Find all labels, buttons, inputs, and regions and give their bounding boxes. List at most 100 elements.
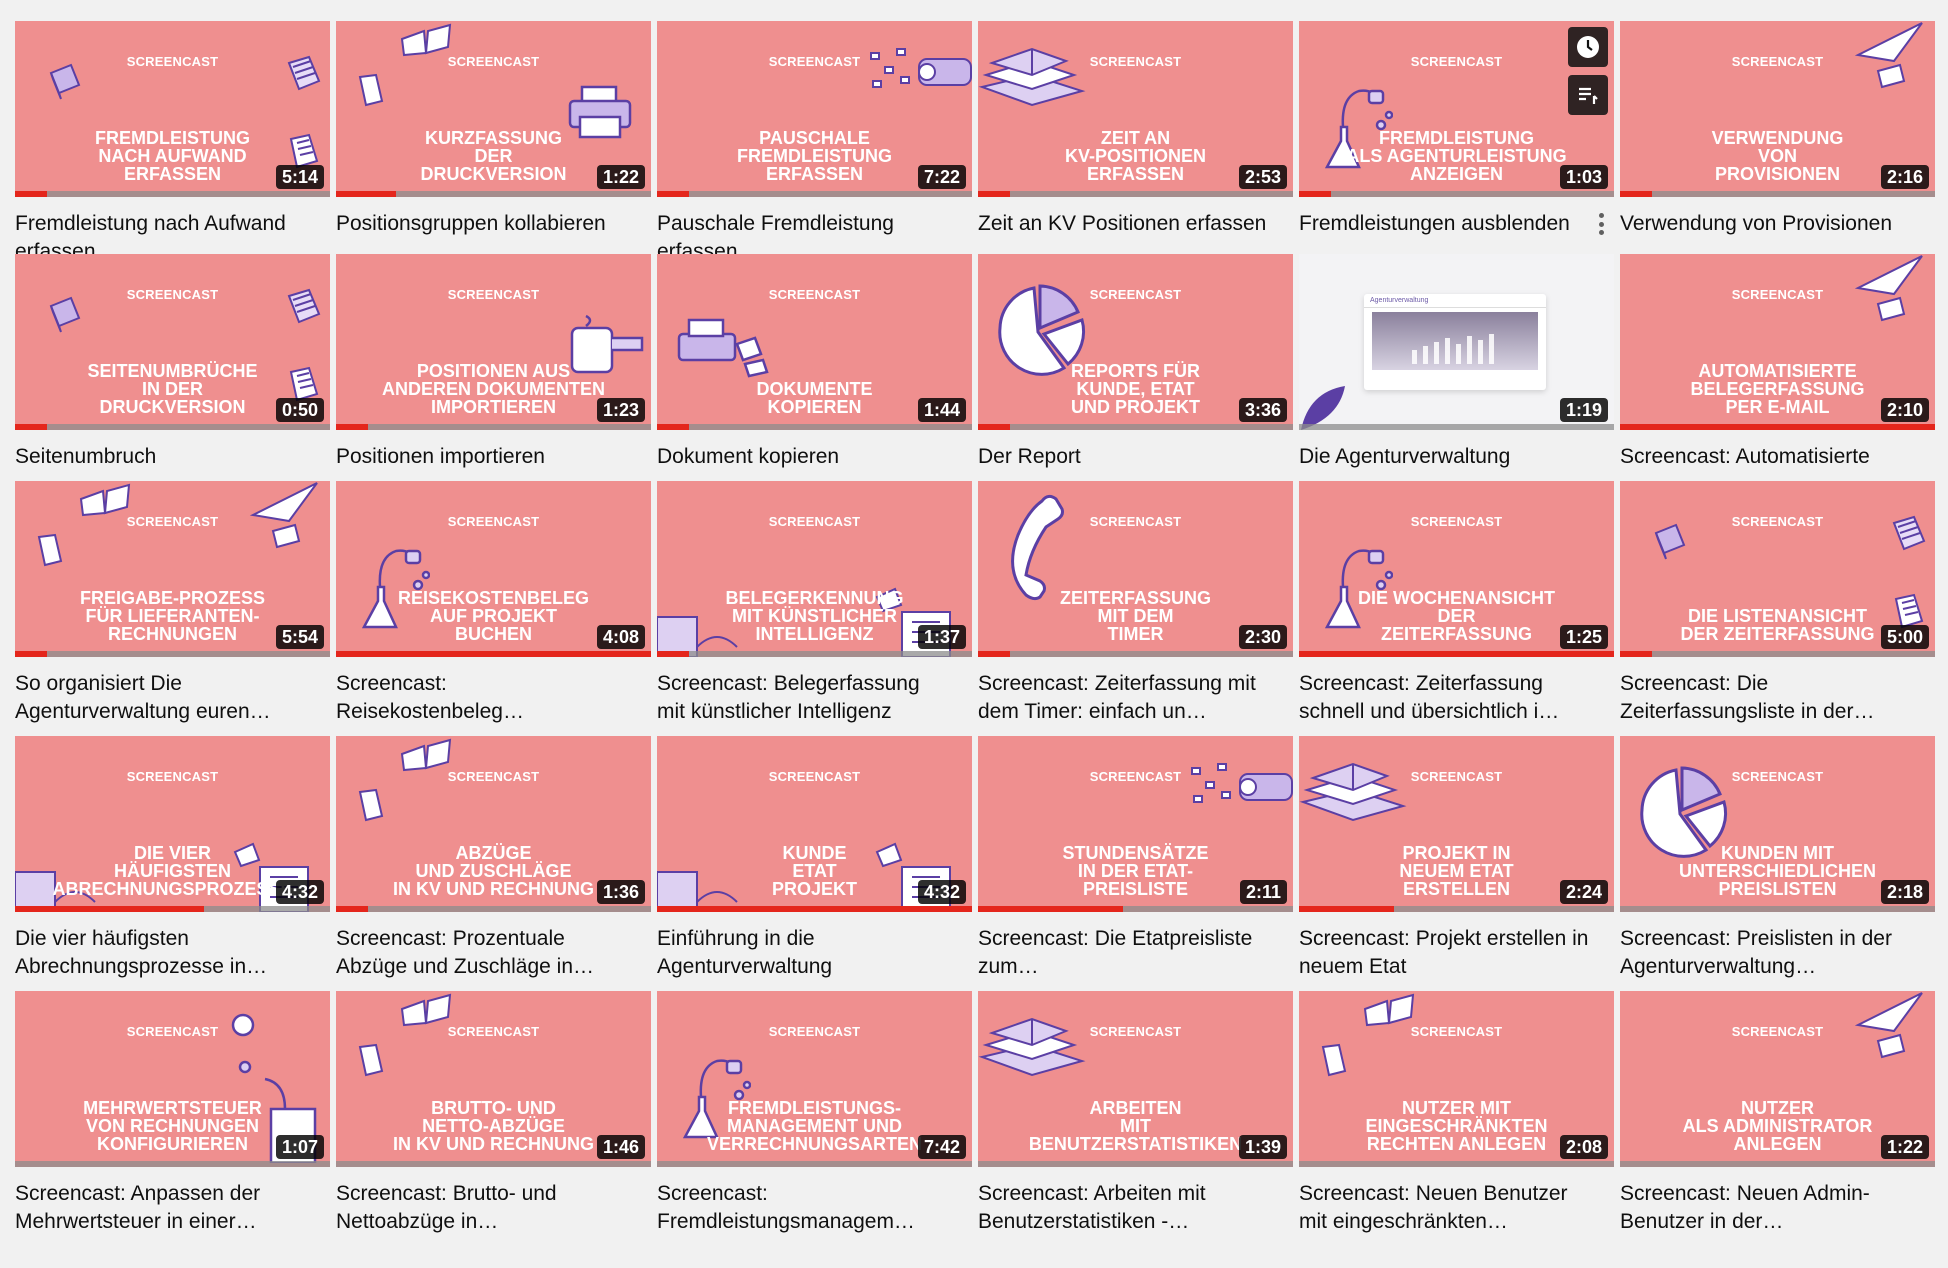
video-title[interactable]: Screencast: Die Zeiterfassungsliste in d…	[1620, 672, 1875, 723]
video-title[interactable]: Screencast: Automatisierte	[1620, 445, 1870, 468]
video-title[interactable]: Screencast: Zeiterfassung mit dem Timer:…	[978, 672, 1256, 723]
video-title[interactable]: Screencast: Neuen Benutzer mit eingeschr…	[1299, 1182, 1568, 1233]
screencast-label: SCREENCAST	[126, 514, 219, 529]
video-thumbnail[interactable]: SCREENCAST ABZÜGE UND ZUSCHLÄGE IN KV UND…	[336, 736, 651, 912]
video-card[interactable]: SCREENCAST ARBEITEN MIT BENUTZERSTATISTIK…	[978, 991, 1293, 1246]
video-title[interactable]: Die Agenturverwaltung	[1299, 445, 1511, 468]
video-card[interactable]: SCREENCAST POSITIONEN AUS ANDEREN DOKUMEN…	[336, 254, 651, 481]
watch-later-button[interactable]	[1568, 27, 1608, 67]
video-thumbnail[interactable]: SCREENCAST BELEGERKENNUNG MIT KÜNSTLICHER…	[657, 481, 972, 657]
add-to-queue-button[interactable]	[1568, 75, 1608, 115]
video-card[interactable]: SCREENCAST REISEKOSTENBELEG AUF PROJEKT B…	[336, 481, 651, 736]
video-thumbnail[interactable]: SCREENCAST NUTZER MIT EINGESCHRÄNKTEN REC…	[1299, 991, 1614, 1167]
video-title[interactable]: Screencast: Reisekostenbeleg…	[336, 672, 524, 723]
video-title[interactable]: Screencast: Brutto- und Nettoabzüge in…	[336, 1182, 557, 1233]
video-card[interactable]: SCREENCAST FREMDLEISTUNGS- MANAGEMENT UND…	[657, 991, 972, 1246]
video-title[interactable]: Einführung in die Agenturverwaltung	[657, 927, 833, 978]
video-thumbnail[interactable]: SCREENCAST FREMDLEISTUNG NACH AUFWAND ERF…	[15, 21, 330, 197]
illustration-icon	[400, 993, 452, 1027]
video-card[interactable]: SCREENCAST NUTZER MIT EINGESCHRÄNKTEN REC…	[1299, 991, 1614, 1246]
video-thumbnail[interactable]: Agenturverwaltung 1:19	[1299, 254, 1614, 430]
video-title[interactable]: Zeit an KV Positionen erfassen	[978, 212, 1267, 235]
video-thumbnail[interactable]: SCREENCAST PROJEKT IN NEUEM ETAT ERSTELLE…	[1299, 736, 1614, 912]
video-thumbnail[interactable]: SCREENCAST NUTZER ALS ADMINISTRATOR ANLEG…	[1620, 991, 1935, 1167]
video-thumbnail[interactable]: SCREENCAST KUNDEN MIT UNTERSCHIEDLICHEN P…	[1620, 736, 1935, 912]
video-title[interactable]: Screencast: Prozentuale Abzüge und Zusch…	[336, 927, 594, 978]
video-card[interactable]: SCREENCAST MEHRWERTSTEUER VON RECHNUNGEN …	[15, 991, 330, 1246]
video-title[interactable]: Screencast: Anpassen der Mehrwertsteuer …	[15, 1182, 261, 1233]
video-thumbnail[interactable]: SCREENCAST DIE WOCHENANSICHT DER ZEITERFA…	[1299, 481, 1614, 657]
screencast-label: SCREENCAST	[1410, 769, 1503, 784]
video-card[interactable]: SCREENCAST PROJEKT IN NEUEM ETAT ERSTELLE…	[1299, 736, 1614, 991]
video-thumbnail[interactable]: SCREENCAST ZEITERFASSUNG MIT DEM TIMER 2:3…	[978, 481, 1293, 657]
video-title[interactable]: Verwendung von Provisionen	[1620, 212, 1893, 235]
video-thumbnail[interactable]: SCREENCAST FREIGABE-PROZESS FÜR LIEFERANT…	[15, 481, 330, 657]
video-title[interactable]: Screencast: Belegerfassung mit künstlich…	[657, 672, 920, 723]
video-card[interactable]: Agenturverwaltung 1:19 Die Agenturverwalt…	[1299, 254, 1614, 481]
video-title[interactable]: Screencast: Fremdleistungsmanagem…	[657, 1182, 915, 1233]
video-title[interactable]: So organisiert Die Agenturverwaltung eur…	[15, 672, 271, 723]
video-thumbnail[interactable]: SCREENCAST AUTOMATISIERTE BELEGERFASSUNG …	[1620, 254, 1935, 430]
video-thumbnail[interactable]: SCREENCAST POSITIONEN AUS ANDEREN DOKUMEN…	[336, 254, 651, 430]
video-card[interactable]: SCREENCAST DIE WOCHENANSICHT DER ZEITERFA…	[1299, 481, 1614, 736]
video-thumbnail[interactable]: SCREENCAST REPORTS FÜR KUNDE, ETAT UND PR…	[978, 254, 1293, 430]
watch-progress-bar	[657, 906, 972, 912]
video-card[interactable]: SCREENCAST FREMDLEISTUNG ALS AGENTURLEIST…	[1299, 21, 1614, 254]
video-title[interactable]: Screencast: Die Etatpreisliste zum…	[978, 927, 1253, 978]
video-card[interactable]: SCREENCAST BELEGERKENNUNG MIT KÜNSTLICHER…	[657, 481, 972, 736]
video-thumbnail[interactable]: SCREENCAST SEITENUMBRÜCHE IN DER DRUCKVER…	[15, 254, 330, 430]
video-thumbnail[interactable]: SCREENCAST KUNDE ETAT PROJEKT 4:32	[657, 736, 972, 912]
video-card[interactable]: SCREENCAST DIE LISTENANSICHT DER ZEITERFA…	[1620, 481, 1935, 736]
video-title[interactable]: Screencast: Arbeiten mit Benutzerstatist…	[978, 1182, 1206, 1233]
video-title[interactable]: Die vier häufigsten Abrechnungsprozesse …	[15, 927, 268, 978]
video-title[interactable]: Der Report	[978, 445, 1081, 468]
video-title[interactable]: Positionen importieren	[336, 445, 545, 468]
video-thumbnail[interactable]: SCREENCAST PAUSCHALE FREMDLEISTUNG ERFASS…	[657, 21, 972, 197]
video-card[interactable]: SCREENCAST VERWENDUNG VON PROVISIONEN 2:16…	[1620, 21, 1935, 254]
video-title[interactable]: Positionsgruppen kollabieren	[336, 212, 606, 235]
video-thumbnail[interactable]: SCREENCAST ZEIT AN KV-POSITIONEN ERFASSEN…	[978, 21, 1293, 197]
video-thumbnail[interactable]: SCREENCAST REISEKOSTENBELEG AUF PROJEKT B…	[336, 481, 651, 657]
video-title[interactable]: Dokument kopieren	[657, 445, 840, 468]
illustration-icon	[400, 738, 452, 772]
video-card[interactable]: SCREENCAST KURZFASSUNG DER DRUCKVERSION 1:…	[336, 21, 651, 254]
video-card[interactable]: SCREENCAST DIE VIER HÄUFIGSTEN ABRECHNUNG…	[15, 736, 330, 991]
video-title[interactable]: Fremdleistungen ausblenden	[1299, 212, 1570, 235]
video-card[interactable]: SCREENCAST FREIGABE-PROZESS FÜR LIEFERANT…	[15, 481, 330, 736]
video-thumbnail[interactable]: SCREENCAST DIE LISTENANSICHT DER ZEITERFA…	[1620, 481, 1935, 657]
thumbnail-heading: FREIGABE-PROZESS FÜR LIEFERANTEN- RECHNU…	[79, 588, 266, 644]
video-thumbnail[interactable]: SCREENCAST ARBEITEN MIT BENUTZERSTATISTIK…	[978, 991, 1293, 1167]
video-card[interactable]: SCREENCAST FREMDLEISTUNG NACH AUFWAND ERF…	[15, 21, 330, 263]
video-thumbnail[interactable]: SCREENCAST DOKUMENTE KOPIEREN 1:44	[657, 254, 972, 430]
video-thumbnail[interactable]: SCREENCAST KURZFASSUNG DER DRUCKVERSION 1:…	[336, 21, 651, 197]
video-card[interactable]: SCREENCAST BRUTTO- UND NETTO-ABZÜGE IN KV…	[336, 991, 651, 1246]
video-card[interactable]: SCREENCAST STUNDENSÄTZE IN DER ETAT- PREI…	[978, 736, 1293, 991]
video-thumbnail[interactable]: SCREENCAST DIE VIER HÄUFIGSTEN ABRECHNUNG…	[15, 736, 330, 912]
video-thumbnail[interactable]: SCREENCAST STUNDENSÄTZE IN DER ETAT- PREI…	[978, 736, 1293, 912]
video-title[interactable]: Seitenumbruch	[15, 445, 157, 468]
video-card[interactable]: SCREENCAST KUNDEN MIT UNTERSCHIEDLICHEN P…	[1620, 736, 1935, 991]
video-title[interactable]: Screencast: Projekt erstellen in neuem E…	[1299, 927, 1589, 978]
video-card[interactable]: SCREENCAST KUNDE ETAT PROJEKT 4:32 Einführu…	[657, 736, 972, 991]
watch-progress-fill	[15, 424, 47, 430]
video-card[interactable]: SCREENCAST DOKUMENTE KOPIEREN 1:44 Dokument…	[657, 254, 972, 481]
video-card[interactable]: SCREENCAST AUTOMATISIERTE BELEGERFASSUNG …	[1620, 254, 1935, 481]
video-card[interactable]: SCREENCAST NUTZER ALS ADMINISTRATOR ANLEG…	[1620, 991, 1935, 1246]
video-thumbnail[interactable]: SCREENCAST BRUTTO- UND NETTO-ABZÜGE IN KV…	[336, 991, 651, 1167]
watch-progress-bar	[978, 906, 1293, 912]
video-title[interactable]: Screencast: Neuen Admin-Benutzer in der…	[1620, 1182, 1870, 1233]
video-card[interactable]: SCREENCAST ZEITERFASSUNG MIT DEM TIMER 2:3…	[978, 481, 1293, 736]
video-card[interactable]: SCREENCAST ABZÜGE UND ZUSCHLÄGE IN KV UND…	[336, 736, 651, 991]
video-thumbnail[interactable]: SCREENCAST FREMDLEISTUNG ALS AGENTURLEIST…	[1299, 21, 1614, 197]
video-thumbnail[interactable]: SCREENCAST FREMDLEISTUNGS- MANAGEMENT UND…	[657, 991, 972, 1167]
video-card[interactable]: SCREENCAST ZEIT AN KV-POSITIONEN ERFASSEN…	[978, 21, 1293, 254]
video-card[interactable]: SCREENCAST PAUSCHALE FREMDLEISTUNG ERFASS…	[657, 21, 972, 263]
video-card[interactable]: SCREENCAST REPORTS FÜR KUNDE, ETAT UND PR…	[978, 254, 1293, 481]
screencast-label: SCREENCAST	[447, 54, 540, 69]
video-card[interactable]: SCREENCAST SEITENUMBRÜCHE IN DER DRUCKVER…	[15, 254, 330, 481]
video-title[interactable]: Screencast: Zeiterfassung schnell und üb…	[1299, 672, 1560, 723]
video-title[interactable]: Screencast: Preislisten in der Agenturve…	[1620, 927, 1892, 978]
video-thumbnail[interactable]: SCREENCAST MEHRWERTSTEUER VON RECHNUNGEN …	[15, 991, 330, 1167]
video-thumbnail[interactable]: SCREENCAST VERWENDUNG VON PROVISIONEN 2:16	[1620, 21, 1935, 197]
more-vertical-icon[interactable]	[1594, 209, 1608, 239]
